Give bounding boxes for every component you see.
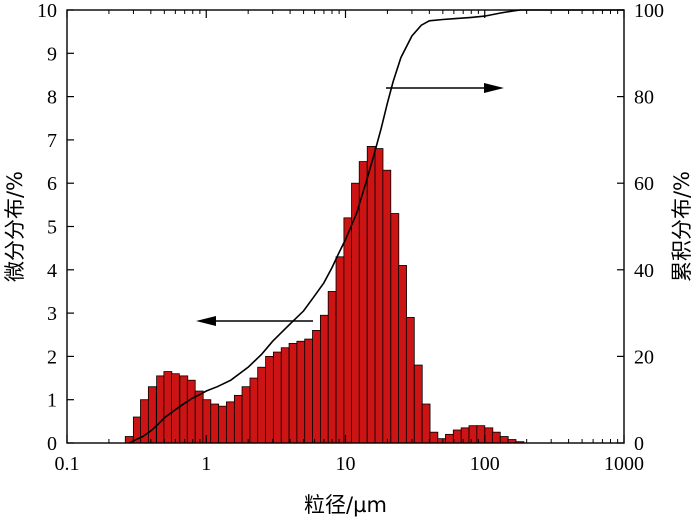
y-right-tick-label-0: 0: [634, 433, 644, 455]
bar-39: [429, 431, 439, 444]
cumulative-distribution-line: [128, 9, 624, 444]
bar-25: [319, 314, 329, 444]
bar-38: [421, 403, 431, 444]
bar-4: [156, 375, 165, 444]
bar-42: [452, 429, 462, 444]
bar-23: [304, 338, 314, 444]
bar-32: [374, 148, 384, 444]
bar-13: [225, 401, 235, 444]
y-right-tick-label-4: 80: [634, 87, 654, 109]
y-axis-right-title: 累积分布/%: [670, 171, 694, 282]
bar-19: [272, 351, 282, 444]
bar-3: [147, 386, 157, 444]
y-left-tick-label-1: 1: [47, 390, 57, 412]
arrow-left-head: [196, 316, 216, 326]
bar-37: [413, 364, 423, 444]
x-axis-title: 粒径/µm: [304, 493, 387, 517]
x-tick-label-3: 100: [470, 453, 500, 475]
bar-30: [358, 161, 368, 444]
arrow-to-right-axis: [386, 83, 504, 93]
y-left-tick-label-0: 0: [47, 433, 57, 455]
x-tick-label-2: 10: [336, 453, 356, 475]
y-left-tick-label-5: 5: [47, 217, 57, 239]
arrow-to-left-axis: [196, 316, 313, 326]
bar-33: [382, 169, 392, 444]
bar-31: [366, 145, 376, 444]
bar-18: [265, 355, 274, 444]
bar-27: [335, 256, 345, 444]
bar-15: [241, 386, 251, 444]
y-left-tick-label-2: 2: [47, 346, 57, 368]
bar-16: [249, 377, 259, 444]
bar-17: [257, 366, 267, 444]
bar-26: [327, 291, 337, 444]
bar-10: [202, 399, 212, 444]
arrow-right-head: [484, 83, 504, 93]
bar-43: [460, 427, 470, 444]
bar-34: [390, 213, 400, 444]
bar-35: [398, 265, 407, 444]
y-left-tick-label-4: 4: [47, 260, 57, 282]
differential-bars: [124, 145, 525, 444]
y-left-tick-label-10: 10: [37, 0, 57, 22]
y-right-tick-label-2: 40: [634, 260, 654, 282]
bar-47: [491, 431, 501, 444]
y-left-tick-label-3: 3: [47, 303, 57, 325]
bar-22: [296, 340, 306, 444]
x-tick-label-0: 0.1: [55, 453, 80, 475]
bar-21: [288, 343, 298, 444]
y-axis-left-title: 微分分布/%: [3, 171, 27, 282]
bar-12: [218, 405, 227, 444]
bar-24: [312, 330, 321, 444]
bar-44: [468, 425, 478, 444]
bar-14: [233, 394, 243, 444]
y-left-tick-label-9: 9: [47, 43, 57, 65]
y-left-tick-label-8: 8: [47, 87, 57, 109]
bar-8: [186, 379, 196, 444]
bar-9: [194, 390, 204, 444]
bar-5: [163, 371, 173, 444]
x-tick-label-1: 1: [201, 453, 211, 475]
y-right-tick-label-5: 100: [634, 0, 664, 22]
bar-11: [210, 403, 220, 444]
bar-48: [499, 436, 509, 444]
y-left-tick-label-6: 6: [47, 173, 57, 195]
y-right-tick-label-1: 20: [634, 346, 654, 368]
bar-36: [405, 317, 415, 444]
bar-41: [445, 433, 454, 444]
bar-20: [280, 347, 290, 444]
bar-7: [179, 375, 189, 444]
y-left-tick-label-7: 7: [47, 130, 57, 152]
y-right-tick-label-3: 60: [634, 173, 654, 195]
x-tick-label-4: 1000: [604, 453, 644, 475]
bar-28: [343, 217, 353, 444]
bar-46: [484, 427, 494, 444]
